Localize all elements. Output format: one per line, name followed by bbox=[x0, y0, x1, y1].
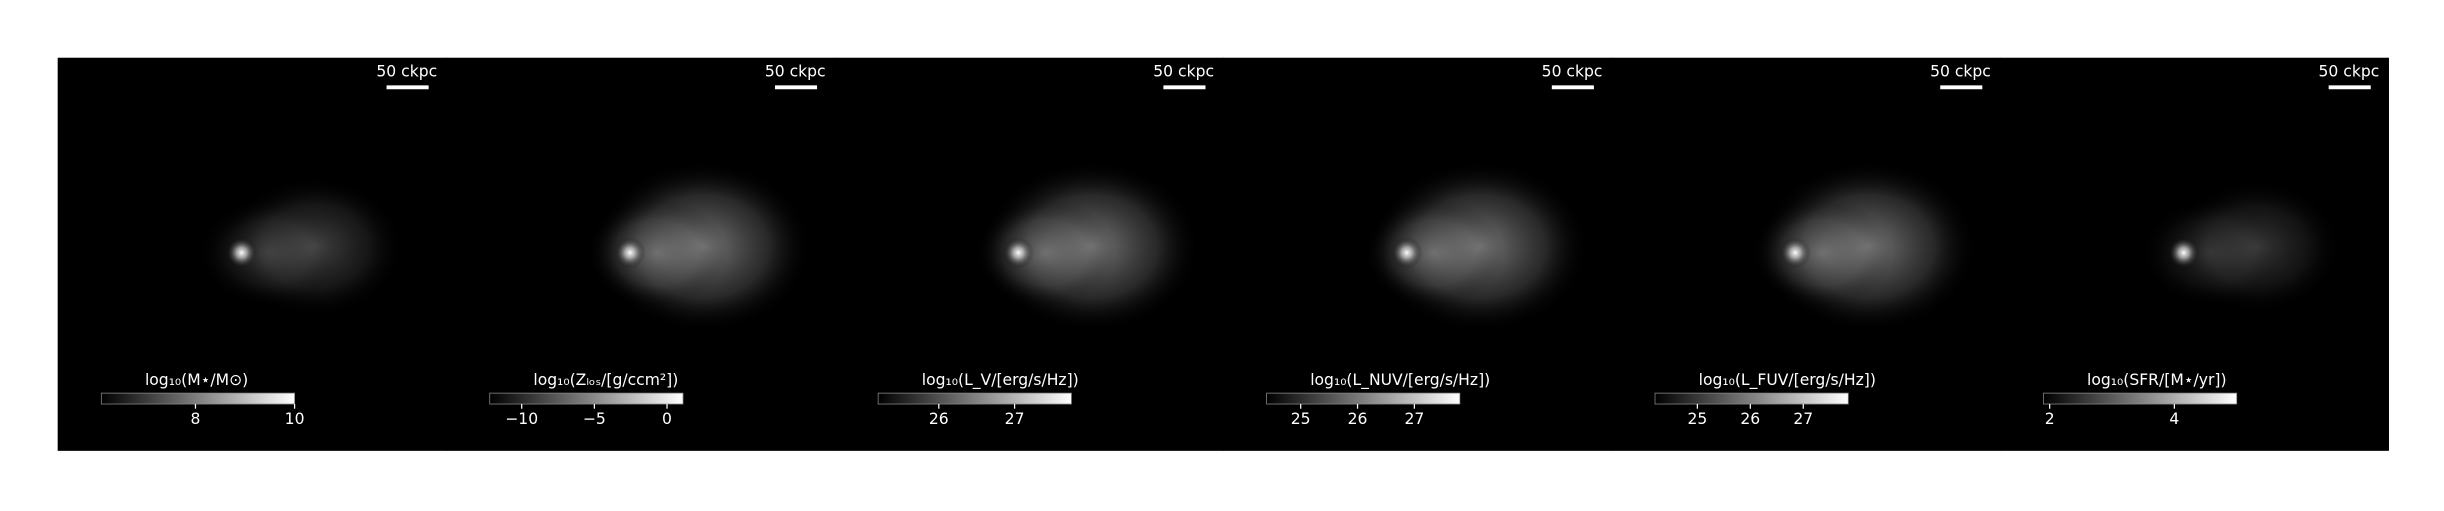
colorbar-tick-label: −10 bbox=[505, 410, 538, 428]
colorbar bbox=[1266, 392, 1461, 405]
colorbar-label: log₁₀(L_FUV/[erg/s/Hz]) bbox=[1699, 371, 1876, 390]
scale-label: 50 ckpc bbox=[765, 62, 826, 80]
colorbar bbox=[489, 392, 684, 405]
colorbar-tick-label: 27 bbox=[1404, 410, 1424, 428]
emission-core bbox=[1779, 237, 1811, 269]
colorbar-tick-label: 26 bbox=[929, 410, 949, 428]
scale-label: 50 ckpc bbox=[2319, 62, 2380, 80]
panel: 50 ckpc log₁₀(L_NUV/[erg/s/Hz]) 25 26 27 bbox=[1222, 57, 1613, 451]
emission-cloud bbox=[2140, 198, 2281, 308]
colorbar-tick-label: 4 bbox=[2169, 410, 2179, 428]
colorbar-tick-label: 26 bbox=[1740, 410, 1760, 428]
emission-cloud bbox=[974, 198, 1116, 308]
colorbar-tick-label: 25 bbox=[1291, 410, 1311, 428]
colorbar bbox=[2043, 392, 2238, 405]
colorbar bbox=[100, 392, 295, 405]
panel: 50 ckpc log₁₀(L_V/[erg/s/Hz]) 26 27 bbox=[834, 57, 1224, 451]
panel: 50 ckpc log₁₀(L_FUV/[erg/s/Hz]) 25 26 27 bbox=[1611, 57, 2001, 451]
colorbar-label: log₁₀(M⋆/M⊙) bbox=[145, 371, 248, 389]
emission-core bbox=[614, 237, 646, 269]
scale-label: 50 ckpc bbox=[376, 62, 437, 80]
colorbar-tick-label: 10 bbox=[285, 410, 305, 428]
scale-label: 50 ckpc bbox=[1542, 62, 1603, 80]
colorbar-tick-label: 27 bbox=[1793, 410, 1813, 428]
colorbar-label: log₁₀(L_NUV/[erg/s/Hz]) bbox=[1310, 371, 1490, 390]
colorbar-tick-label: 0 bbox=[662, 410, 672, 428]
colorbar-tick-label: 26 bbox=[1348, 410, 1368, 428]
colorbar-label: log₁₀(Zₗₒₛ/[g/ccm²]) bbox=[533, 371, 678, 389]
emission-core bbox=[226, 237, 258, 269]
emission-core bbox=[2168, 237, 2200, 269]
colorbar-tick-label: 2 bbox=[2045, 410, 2055, 428]
colorbar-tick-label: 8 bbox=[191, 410, 201, 428]
colorbar-tick-label: 27 bbox=[1005, 410, 1025, 428]
colorbar-tick-label: 25 bbox=[1687, 410, 1707, 428]
scale-label: 50 ckpc bbox=[1153, 62, 1214, 80]
colorbar bbox=[1654, 392, 1849, 405]
emission-core bbox=[1391, 237, 1423, 269]
colorbar bbox=[877, 392, 1072, 405]
panel: 50 ckpc log₁₀(SFR/[M⋆/yr]) 2 4 bbox=[1999, 57, 2389, 451]
emission-cloud bbox=[586, 198, 727, 308]
emission-cloud bbox=[1751, 198, 1892, 308]
panel: 50 ckpc log₁₀(M⋆/M⊙) 8 10 bbox=[57, 57, 447, 451]
colorbar-label: log₁₀(L_V/[erg/s/Hz]) bbox=[922, 371, 1079, 390]
colorbar-tick-label: −5 bbox=[583, 410, 606, 428]
panel: 50 ckpc log₁₀(Zₗₒₛ/[g/ccm²]) −10 −5 0 bbox=[446, 57, 836, 451]
colorbar-label: log₁₀(SFR/[M⋆/yr]) bbox=[2087, 371, 2226, 389]
scale-label: 50 ckpc bbox=[1930, 62, 1991, 80]
emission-core bbox=[1002, 237, 1035, 269]
emission-cloud bbox=[1363, 198, 1504, 308]
emission-cloud bbox=[197, 198, 339, 308]
